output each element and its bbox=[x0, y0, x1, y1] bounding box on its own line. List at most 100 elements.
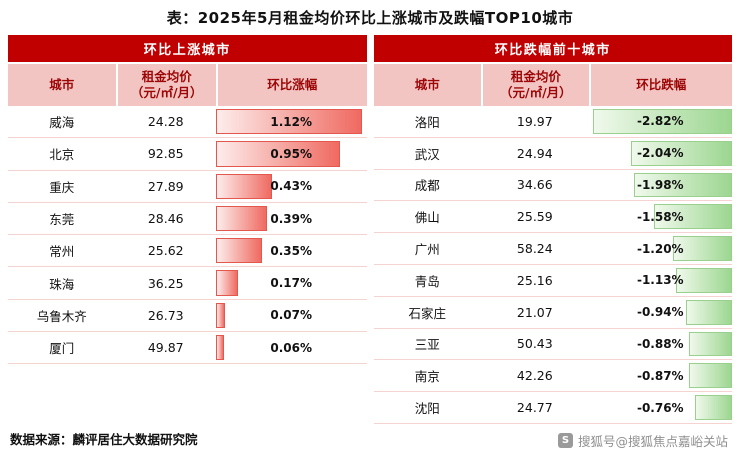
city-cell: 石家庄 bbox=[408, 305, 447, 321]
decline-data-bar bbox=[685, 299, 732, 325]
price-cell: 50.43 bbox=[516, 336, 553, 352]
change-label: 0.35% bbox=[270, 243, 313, 258]
change-cell: -0.94% bbox=[589, 297, 732, 328]
column-header-change: 环比跌幅 bbox=[588, 64, 732, 106]
change-label: 0.07% bbox=[270, 308, 313, 323]
tables-container: 环比上涨城市 城市 租金均价 （元/㎡/月） 环比涨幅 威海 24.28 1.12%… bbox=[8, 35, 732, 424]
column-header-price-line1: 租金均价 bbox=[510, 68, 561, 84]
rise-data-bar bbox=[215, 109, 362, 135]
price-cell: 24.94 bbox=[516, 145, 553, 161]
decline-data-bar bbox=[672, 236, 732, 261]
price-cell: 19.97 bbox=[516, 113, 553, 129]
rise-data-bar bbox=[215, 205, 267, 232]
city-cell: 威海 bbox=[49, 115, 75, 131]
change-label: -0.88% bbox=[636, 336, 684, 351]
watermark: S 搜狐号@搜狐焦点嘉峪关站 bbox=[557, 431, 728, 450]
decline-data-bar bbox=[688, 331, 732, 357]
sohu-logo-icon: S bbox=[557, 433, 573, 448]
table-row: 洛阳 19.97 -2.82% bbox=[373, 106, 732, 138]
page-title: 表：2025年5月租金均价环比上涨城市及跌幅TOP10城市 bbox=[166, 9, 574, 27]
decline-data-bar bbox=[676, 267, 732, 293]
price-cell: 24.77 bbox=[516, 400, 553, 416]
table-row: 威海 24.28 1.12% bbox=[8, 106, 367, 139]
rise-data-bar bbox=[215, 238, 262, 264]
city-cell: 东莞 bbox=[49, 212, 75, 228]
city-cell: 厦门 bbox=[49, 341, 75, 357]
change-cell: 0.17% bbox=[215, 267, 367, 298]
change-cell: -0.88% bbox=[589, 329, 732, 360]
table-row: 珠海 36.25 0.17% bbox=[8, 267, 367, 300]
decline-data-bar bbox=[689, 363, 732, 389]
change-cell: 0.07% bbox=[215, 300, 367, 331]
city-cell: 珠海 bbox=[49, 276, 75, 292]
column-header-price: 租金均价 （元/㎡/月） bbox=[481, 64, 589, 106]
rising-panel-header: 环比上涨城市 bbox=[8, 35, 367, 64]
change-label: -0.87% bbox=[636, 368, 684, 383]
table-row: 南京 42.26 -0.87% bbox=[373, 360, 732, 393]
city-cell: 佛山 bbox=[414, 210, 440, 226]
price-cell: 34.66 bbox=[516, 177, 553, 193]
price-cell: 49.87 bbox=[147, 340, 184, 356]
price-cell: 27.89 bbox=[147, 178, 184, 194]
price-cell: 21.07 bbox=[516, 304, 553, 320]
falling-column-headers: 城市 租金均价 （元/㎡/月） 环比跌幅 bbox=[373, 64, 732, 106]
table-row: 成都 34.66 -1.98% bbox=[373, 169, 732, 202]
decline-data-bar bbox=[694, 395, 732, 420]
change-cell: 0.39% bbox=[215, 203, 367, 234]
panel-falling-cities: 环比跌幅前十城市 城市 租金均价 （元/㎡/月） 环比跌幅 洛阳 19.97 -2.… bbox=[373, 35, 732, 424]
table-row: 常州 25.62 0.35% bbox=[8, 235, 367, 268]
city-cell: 沈阳 bbox=[414, 401, 440, 417]
table-row: 东莞 28.46 0.39% bbox=[8, 202, 367, 236]
decline-data-bar bbox=[634, 172, 732, 198]
column-header-change: 环比涨幅 bbox=[215, 64, 367, 106]
change-label: 0.43% bbox=[270, 179, 313, 194]
city-cell: 南京 bbox=[414, 369, 440, 385]
city-cell: 常州 bbox=[49, 244, 75, 260]
change-label: -2.04% bbox=[636, 146, 684, 161]
falling-table-body: 洛阳 19.97 -2.82% 武汉 24.94 -2.04% 成都 34.66 -1.98% 佛… bbox=[373, 106, 732, 424]
falling-panel-header: 环比跌幅前十城市 bbox=[373, 35, 732, 64]
column-header-price-line2: （元/㎡/月） bbox=[500, 85, 572, 100]
rise-data-bar bbox=[215, 173, 272, 199]
change-label: -1.58% bbox=[636, 209, 684, 224]
city-cell: 三亚 bbox=[414, 337, 440, 353]
change-cell: 0.06% bbox=[215, 332, 367, 363]
column-header-price-line1: 租金均价 bbox=[141, 68, 192, 84]
city-cell: 北京 bbox=[49, 147, 75, 163]
decline-data-bar bbox=[631, 140, 732, 166]
change-cell: -2.82% bbox=[589, 106, 732, 137]
city-cell: 武汉 bbox=[414, 146, 440, 162]
city-cell: 洛阳 bbox=[414, 114, 440, 130]
column-header-price: 租金均价 （元/㎡/月） bbox=[115, 64, 216, 106]
change-cell: -1.13% bbox=[589, 265, 732, 296]
change-cell: -1.20% bbox=[589, 233, 732, 264]
price-cell: 58.24 bbox=[516, 241, 553, 257]
change-cell: -0.87% bbox=[589, 360, 732, 391]
city-cell: 乌鲁木齐 bbox=[36, 308, 87, 324]
change-cell: 1.12% bbox=[215, 106, 367, 137]
decline-data-bar bbox=[654, 204, 732, 230]
change-label: -0.76% bbox=[636, 400, 684, 415]
rising-column-headers: 城市 租金均价 （元/㎡/月） 环比涨幅 bbox=[8, 64, 367, 106]
change-label: 1.12% bbox=[270, 114, 313, 129]
city-cell: 广州 bbox=[414, 242, 440, 258]
table-row: 武汉 24.94 -2.04% bbox=[373, 137, 732, 170]
table-row: 佛山 25.59 -1.58% bbox=[373, 201, 732, 234]
change-label: 0.17% bbox=[270, 276, 313, 291]
price-cell: 92.85 bbox=[147, 146, 184, 162]
city-cell: 青岛 bbox=[414, 273, 440, 289]
column-header-city: 城市 bbox=[414, 76, 440, 92]
table-row: 厦门 49.87 0.06% bbox=[8, 332, 367, 365]
rise-data-bar bbox=[215, 302, 226, 329]
change-label: -2.82% bbox=[636, 114, 684, 129]
price-cell: 42.26 bbox=[516, 368, 553, 384]
change-cell: 0.43% bbox=[215, 171, 367, 202]
price-cell: 25.16 bbox=[516, 272, 553, 288]
change-cell: -1.58% bbox=[589, 201, 732, 232]
city-cell: 重庆 bbox=[49, 179, 75, 195]
price-cell: 24.28 bbox=[147, 114, 184, 130]
change-cell: 0.35% bbox=[215, 235, 367, 266]
change-cell: 0.95% bbox=[215, 138, 367, 169]
change-label: -1.13% bbox=[636, 273, 684, 288]
